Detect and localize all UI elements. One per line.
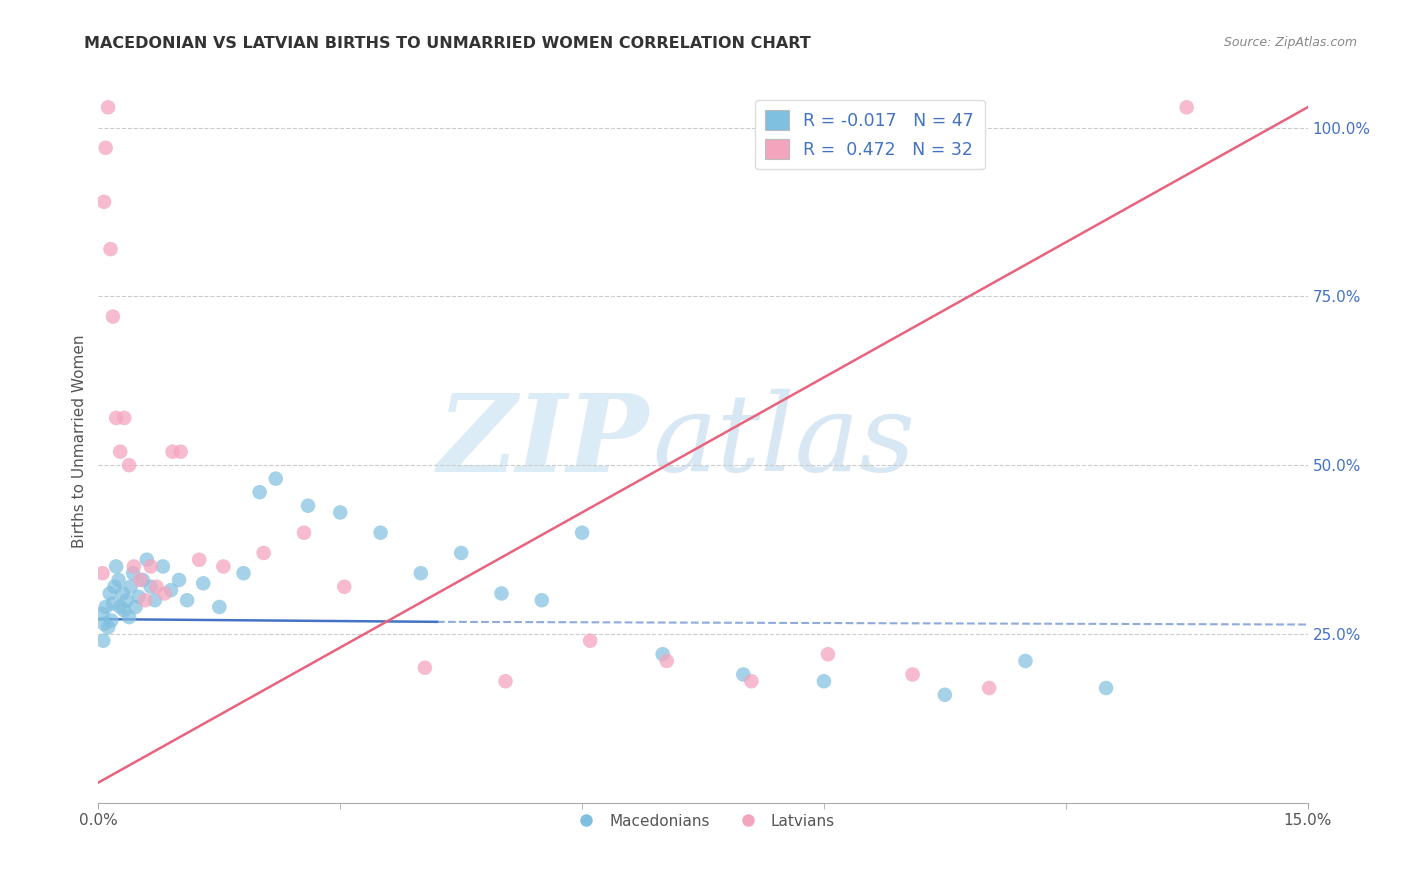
- Point: [122, 559, 145, 574]
- Point: [979, 681, 1001, 695]
- Point: [98, 586, 121, 600]
- Point: [107, 573, 129, 587]
- Point: [193, 576, 215, 591]
- Point: [139, 559, 162, 574]
- Point: [491, 586, 513, 600]
- Point: [135, 552, 157, 566]
- Point: [94, 141, 117, 155]
- Point: [111, 586, 134, 600]
- Text: Source: ZipAtlas.com: Source: ZipAtlas.com: [1223, 36, 1357, 49]
- Point: [94, 599, 117, 614]
- Point: [655, 654, 678, 668]
- Point: [160, 583, 183, 598]
- Point: [651, 647, 673, 661]
- Point: [813, 674, 835, 689]
- Point: [167, 573, 190, 587]
- Point: [120, 580, 142, 594]
- Point: [733, 667, 755, 681]
- Point: [105, 411, 128, 425]
- Y-axis label: Births to Unmarried Women: Births to Unmarried Women: [72, 334, 87, 549]
- Point: [188, 552, 211, 566]
- Point: [208, 599, 231, 614]
- Point: [329, 505, 352, 519]
- Point: [740, 674, 762, 689]
- Point: [91, 607, 114, 621]
- Point: [232, 566, 254, 581]
- Point: [212, 559, 235, 574]
- Point: [1175, 100, 1198, 114]
- Point: [145, 580, 167, 594]
- Point: [249, 485, 271, 500]
- Point: [333, 580, 356, 594]
- Point: [93, 194, 115, 209]
- Point: [153, 586, 176, 600]
- Point: [152, 559, 174, 574]
- Point: [1095, 681, 1118, 695]
- Point: [901, 667, 924, 681]
- Point: [169, 444, 191, 458]
- Point: [97, 620, 120, 634]
- Point: [409, 566, 432, 581]
- Point: [134, 593, 156, 607]
- Point: [253, 546, 276, 560]
- Point: [495, 674, 517, 689]
- Text: MACEDONIAN VS LATVIAN BIRTHS TO UNMARRIED WOMEN CORRELATION CHART: MACEDONIAN VS LATVIAN BIRTHS TO UNMARRIE…: [84, 36, 811, 51]
- Point: [139, 580, 162, 594]
- Point: [101, 597, 124, 611]
- Point: [264, 472, 287, 486]
- Point: [128, 590, 150, 604]
- Point: [97, 100, 120, 114]
- Legend: Macedonians, Latvians: Macedonians, Latvians: [565, 807, 841, 835]
- Point: [934, 688, 956, 702]
- Point: [122, 566, 145, 581]
- Text: ZIP: ZIP: [437, 389, 648, 494]
- Point: [112, 603, 135, 617]
- Point: [571, 525, 593, 540]
- Point: [292, 525, 315, 540]
- Point: [129, 573, 152, 587]
- Point: [118, 610, 141, 624]
- Point: [413, 661, 436, 675]
- Point: [579, 633, 602, 648]
- Point: [297, 499, 319, 513]
- Point: [100, 242, 122, 256]
- Point: [450, 546, 472, 560]
- Point: [817, 647, 839, 661]
- Point: [115, 593, 138, 607]
- Point: [105, 559, 128, 574]
- Point: [103, 580, 125, 594]
- Point: [112, 411, 135, 425]
- Point: [118, 458, 141, 472]
- Point: [108, 444, 131, 458]
- Point: [91, 566, 114, 581]
- Point: [100, 614, 122, 628]
- Point: [370, 525, 392, 540]
- Point: [1014, 654, 1036, 668]
- Point: [108, 599, 131, 614]
- Point: [124, 599, 146, 614]
- Point: [530, 593, 553, 607]
- Point: [132, 573, 155, 587]
- Point: [93, 616, 115, 631]
- Point: [101, 310, 124, 324]
- Point: [143, 593, 166, 607]
- Point: [91, 633, 114, 648]
- Text: atlas: atlas: [652, 389, 915, 494]
- Point: [176, 593, 198, 607]
- Point: [162, 444, 184, 458]
